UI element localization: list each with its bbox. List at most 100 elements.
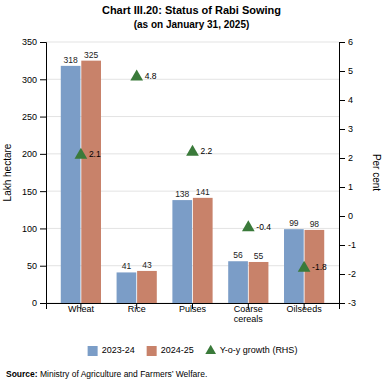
tick: 0: [339, 211, 353, 221]
tick: 4: [339, 95, 353, 105]
marks: [61, 61, 324, 303]
tick-mark: [339, 158, 345, 159]
tick: 300: [22, 75, 46, 85]
legend-swatch: [88, 346, 98, 356]
data-label: 55: [254, 251, 264, 261]
axis-title: Per cent: [371, 154, 382, 191]
tick: -1: [339, 240, 356, 250]
bar: [172, 200, 192, 303]
tick: Pulses: [179, 303, 207, 314]
data-label: 56: [233, 250, 243, 260]
legend-swatch: [205, 345, 216, 354]
tick-label: 6: [348, 37, 353, 47]
axis-title: Lakh hectare: [2, 143, 13, 201]
tick: 0: [32, 298, 46, 308]
tick-mark: [40, 303, 46, 304]
bar: [249, 262, 269, 303]
tick: 1: [339, 182, 353, 192]
tick: 2: [339, 153, 353, 163]
tick-mark: [40, 191, 46, 192]
tick-mark: [40, 79, 46, 80]
tick: 100: [22, 224, 46, 234]
tick: 200: [22, 149, 46, 159]
bar: [117, 272, 137, 303]
tick: 350: [22, 37, 46, 47]
tick-mark: [339, 71, 345, 72]
tick-label: 4: [348, 95, 353, 105]
bar: [228, 261, 248, 303]
tick-label: Oilseeds: [287, 304, 323, 314]
point: [242, 220, 255, 231]
data-label: -1.8: [312, 262, 327, 272]
tick: 3: [339, 124, 353, 134]
bar: [137, 271, 157, 303]
tick-mark: [40, 154, 46, 155]
grid: [46, 42, 339, 303]
bar: [284, 229, 304, 303]
legend-label: 2023-24: [102, 345, 135, 355]
point: [186, 145, 199, 156]
tick-label: 0: [348, 211, 353, 221]
tick-mark: [339, 129, 345, 130]
tick-mark: [40, 42, 46, 43]
tick-mark: [40, 228, 46, 229]
tick-label: Wheat: [68, 304, 95, 314]
tick-label: 150: [22, 187, 37, 197]
data-label: 2.1: [89, 149, 101, 159]
axis-line: [40, 43, 47, 304]
tick-mark: [339, 274, 345, 275]
title: Chart III.20: Status of Rabi Sowing: [102, 4, 281, 16]
axis: 0 50 100 150 200 250 300 350: [22, 37, 47, 308]
tick-label: 200: [22, 149, 37, 159]
legend-swatch: [147, 346, 157, 356]
tick-mark: [339, 100, 345, 101]
point: [298, 261, 311, 272]
axis-line: [340, 43, 346, 304]
tick-mark: [339, 245, 345, 246]
data-label: 4.8: [145, 71, 157, 81]
tick-mark: [339, 216, 345, 217]
axis: -3 -2 -1 0 1 2 3 4 5 6: [339, 37, 356, 308]
data-label: 325: [84, 50, 98, 60]
legend-item: 2023-24: [88, 345, 135, 356]
legend-item: Y-o-y growth (RHS): [205, 345, 297, 356]
data-label: 41: [122, 261, 132, 271]
tick: 150: [22, 187, 46, 197]
point: [75, 148, 88, 159]
data-label: 141: [196, 187, 210, 197]
tick-label: 2: [348, 153, 353, 163]
tick: 250: [22, 112, 46, 122]
tick-label: -1: [348, 240, 356, 250]
source: Source: Ministry of Agriculture and Farm…: [6, 369, 207, 379]
tick-mark: [339, 187, 345, 188]
tick-label: Pulses: [179, 304, 207, 314]
tick: Rice: [128, 303, 146, 314]
plot: 050100150200250300350-3-2-10123456WheatR…: [22, 37, 356, 324]
tick-label: 0: [32, 298, 37, 308]
data-labels: 3184113856993254314155982.14.82.2-0.4-1.…: [64, 50, 328, 273]
point: [130, 69, 143, 80]
tick-label: Coarsecereals: [234, 304, 264, 324]
tick: Wheat: [68, 303, 95, 314]
legend-label: 2024-25: [161, 345, 194, 355]
grid-line: [46, 42, 339, 43]
axis: Wheat Rice Pulses Coarsecereals Oilseeds: [47, 303, 340, 324]
chart: Chart III.20: Status of Rabi Sowing(as o…: [0, 0, 383, 385]
data-label: 98: [310, 219, 320, 229]
bar: [193, 198, 213, 303]
tick: 50: [27, 261, 46, 271]
tick-label: 50: [27, 261, 37, 271]
tick-label: 3: [348, 124, 353, 134]
data-label: 138: [175, 189, 189, 199]
legend-label: Y-o-y growth (RHS): [220, 345, 298, 355]
tick-label: -2: [348, 269, 356, 279]
legend-item: 2024-25: [147, 345, 194, 356]
data-label: -0.4: [256, 222, 271, 232]
tick-label: 100: [22, 224, 37, 234]
tick: 6: [339, 37, 353, 47]
tick: -3: [339, 298, 356, 308]
tick-label: 300: [22, 75, 37, 85]
tick: 5: [339, 66, 353, 76]
tick: -2: [339, 269, 356, 279]
data-label: 318: [64, 55, 78, 65]
